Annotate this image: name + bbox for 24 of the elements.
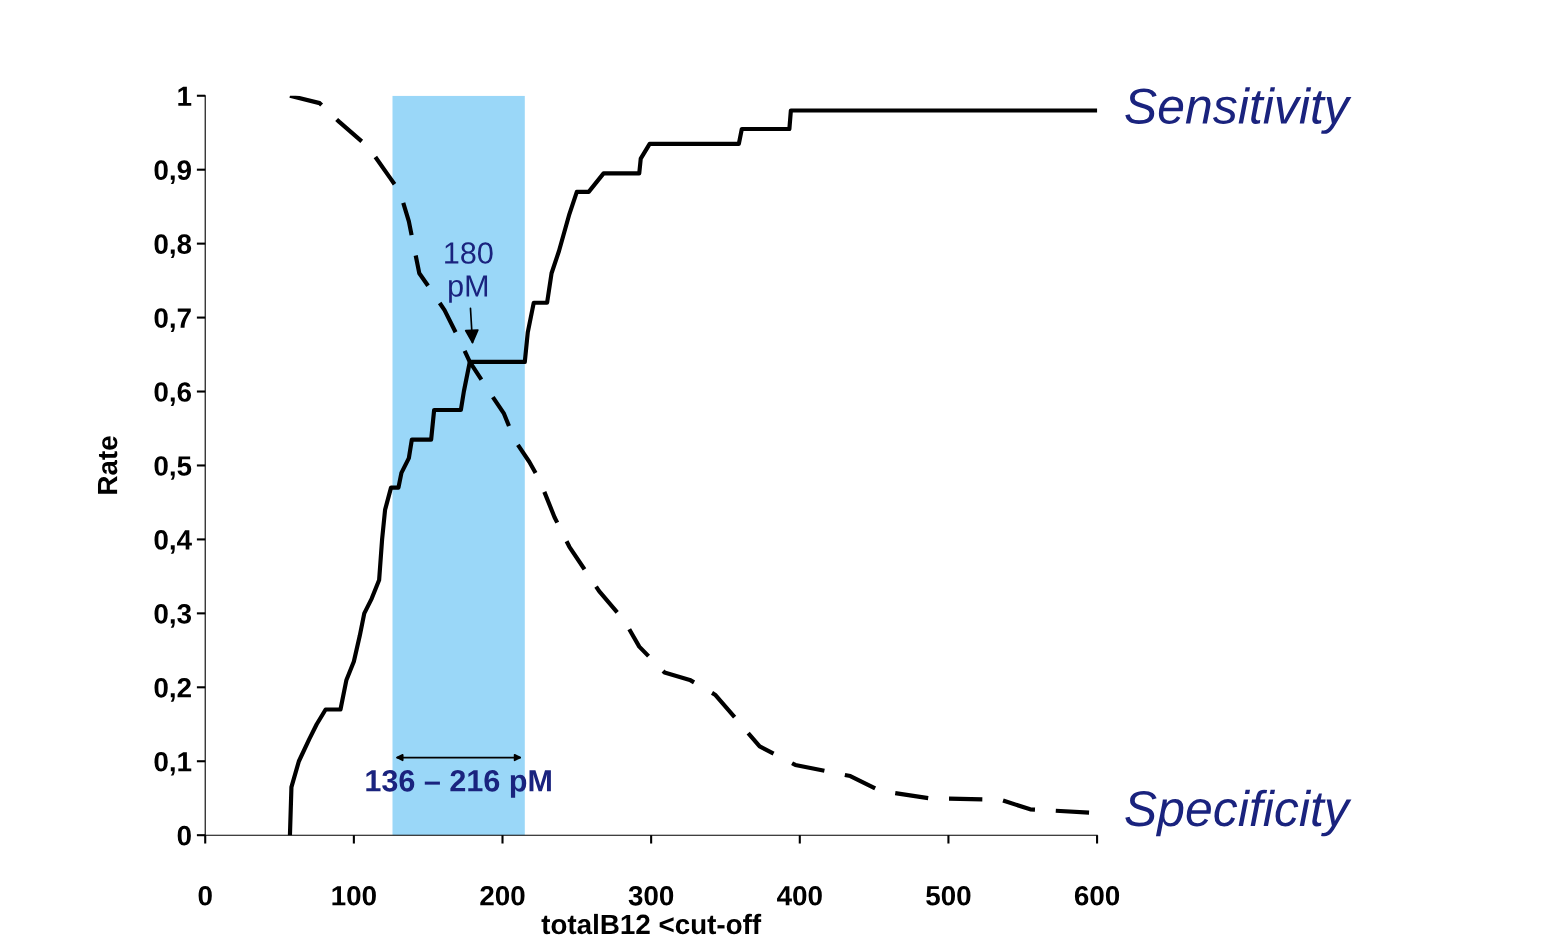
x-tick-label: 600 — [1074, 885, 1120, 906]
x-axis-title: totalB12 <cut-off — [541, 913, 762, 935]
series-label: Specificity — [1125, 789, 1352, 837]
y-axis-title: Rate — [97, 436, 118, 494]
x-tick-label: 0 — [198, 885, 212, 906]
y-tick-label: 0 — [177, 825, 191, 846]
annotation: 136 – 216 pM — [366, 769, 551, 798]
x-tick-label: 100 — [332, 885, 376, 906]
y-tick-label: 0,7 — [154, 308, 191, 332]
series-label: Sensitivity — [1125, 87, 1352, 134]
y-tick-label: 0,1 — [154, 751, 192, 776]
y-tick-label: 0,4 — [154, 530, 192, 554]
y-tick-label: 0,3 — [154, 604, 192, 628]
x-tick-label: 400 — [777, 885, 822, 906]
y-tick-label: 0,2 — [154, 677, 191, 702]
y-tick-label: 0,6 — [154, 382, 192, 406]
annotation: 180 pM — [445, 242, 493, 303]
y-tick-label: 0,8 — [154, 234, 192, 258]
y-tick-label: 0,5 — [154, 456, 192, 480]
y-tick-label: 0,9 — [154, 160, 191, 185]
x-tick-label: 500 — [926, 885, 971, 906]
y-tick-label: 1 — [178, 86, 192, 106]
x-tick-label: 200 — [480, 885, 525, 906]
x-tick-label: 300 — [628, 885, 674, 906]
